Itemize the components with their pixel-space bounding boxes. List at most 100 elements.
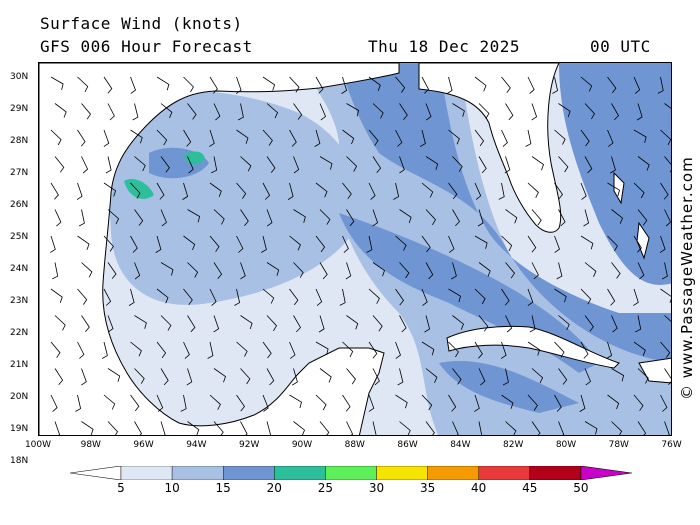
wind-barb — [611, 209, 623, 224]
wind-barb — [107, 103, 115, 121]
wind-barb — [187, 103, 197, 120]
wind-barb — [474, 182, 482, 200]
wind-barb — [160, 262, 174, 276]
wind-barb — [372, 421, 377, 435]
wind-barb — [50, 235, 56, 253]
wind-barb — [346, 421, 354, 435]
wind-barb — [183, 288, 193, 306]
wind-barb — [240, 315, 253, 330]
wind-barb — [395, 341, 401, 359]
wind-barb — [554, 341, 565, 358]
wind-barb — [397, 368, 404, 386]
wind-barb — [505, 421, 517, 435]
wind-barb — [235, 76, 242, 94]
wind-barb — [660, 288, 671, 303]
wind-barb — [477, 209, 484, 227]
wind-barb — [501, 235, 513, 252]
colorbar-tick-label: 35 — [419, 481, 436, 495]
wind-barb — [346, 368, 357, 385]
wind-barb — [558, 103, 571, 118]
wind-barb — [580, 341, 589, 359]
wind-barb — [505, 262, 516, 279]
wind-barb — [213, 315, 220, 333]
wind-barb — [77, 288, 88, 305]
wind-barb — [187, 421, 200, 435]
wind-barb — [236, 235, 244, 253]
wind-barb — [262, 394, 269, 412]
wind-barb — [611, 315, 618, 333]
wind-barb — [50, 129, 62, 146]
wind-barb — [611, 103, 619, 121]
wind-barb — [289, 394, 302, 409]
wind-barb — [187, 209, 201, 223]
wind-barb — [213, 103, 221, 121]
wind-barb — [527, 182, 539, 198]
wind-barb — [580, 235, 594, 250]
wind-barb — [103, 394, 116, 410]
wind-barb — [580, 129, 590, 147]
wind-barb — [50, 182, 59, 200]
wind-barb — [664, 103, 671, 109]
wind-barb — [103, 288, 112, 306]
wind-barb — [531, 209, 542, 226]
wind-barb — [478, 421, 483, 435]
wind-barb — [421, 341, 435, 356]
wind-barb — [289, 129, 297, 147]
wind-barb — [156, 76, 170, 91]
colorbar-tick-label: 25 — [317, 481, 334, 495]
wind-barb — [421, 76, 430, 94]
colorbar-tick-label: 40 — [471, 481, 487, 495]
wind-map[interactable] — [38, 62, 672, 436]
wind-barb — [81, 156, 89, 174]
wind-barb — [289, 341, 296, 359]
wind-barb — [448, 288, 461, 303]
wind-barb — [160, 368, 169, 386]
wind-barb — [611, 262, 621, 279]
wind-barb — [209, 182, 222, 197]
wind-barb — [342, 129, 355, 145]
wind-barb — [635, 315, 642, 333]
wind-barb — [657, 76, 664, 94]
wind-barb — [505, 103, 514, 121]
wind-barb — [633, 235, 642, 253]
wind-barb — [531, 421, 541, 435]
colorbar-tick-label: 5 — [117, 481, 125, 495]
wind-barb — [531, 103, 538, 121]
wind-barb — [446, 76, 453, 94]
wind-barb — [505, 315, 513, 333]
wind-barb — [319, 103, 326, 121]
wind-barb — [554, 182, 564, 200]
wind-barb — [395, 394, 408, 409]
latitude-label: 30N — [10, 72, 29, 82]
forecast-model-label: GFS 006 Hour Forecast — [40, 37, 253, 56]
wind-barb — [236, 341, 248, 357]
longitude-label: 96W — [133, 440, 154, 450]
colorbar-swatch — [274, 466, 326, 480]
wind-barb — [607, 76, 617, 94]
wind-barb — [633, 76, 641, 94]
latitude-label: 19N — [10, 424, 29, 434]
wind-barb — [478, 156, 487, 174]
wind-barb — [395, 76, 406, 93]
wind-barb — [425, 156, 439, 170]
wind-barb — [368, 182, 376, 200]
wind-barb — [266, 421, 272, 435]
wind-barb — [425, 421, 435, 435]
wind-barb — [240, 262, 246, 280]
wind-barb — [580, 76, 593, 92]
latitude-label: 23N — [10, 296, 29, 306]
wind-barb — [315, 182, 328, 198]
wind-barb — [393, 182, 400, 200]
wind-barb — [293, 315, 301, 333]
wind-barb — [579, 394, 586, 412]
wind-barb — [156, 129, 168, 146]
wind-barb — [52, 262, 59, 280]
wind-barb — [452, 368, 462, 385]
wind-barb — [452, 421, 459, 435]
wind-barb — [262, 76, 276, 91]
longitude-label: 78W — [608, 440, 629, 450]
wind-barb — [81, 103, 92, 120]
wind-barb — [633, 288, 639, 306]
wind-barb — [315, 394, 327, 411]
wind-barb — [661, 262, 668, 280]
